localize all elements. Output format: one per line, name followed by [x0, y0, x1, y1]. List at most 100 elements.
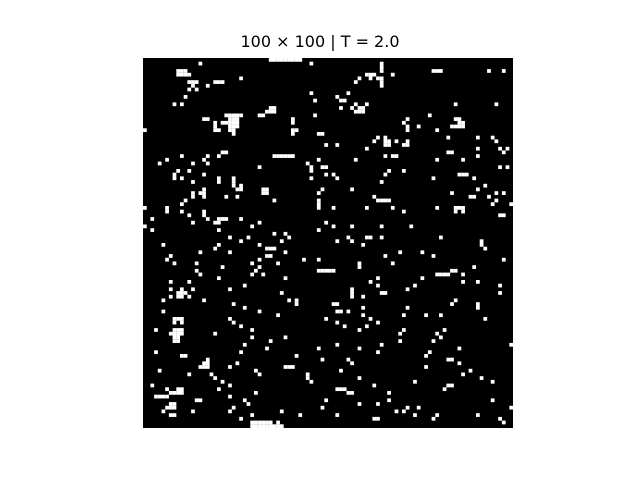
spin-up-cell — [383, 154, 388, 158]
spin-up-cell — [398, 250, 403, 255]
spin-up-cell — [180, 72, 184, 77]
spin-up-cell — [457, 124, 462, 129]
spin-up-cell — [217, 180, 221, 184]
spin-up-cell — [235, 361, 240, 366]
spin-up-cell — [191, 409, 195, 414]
spin-up-cell — [172, 328, 177, 332]
spin-up-cell — [276, 424, 280, 429]
spin-up-cell — [361, 294, 366, 299]
spin-up-cell — [224, 194, 229, 199]
spin-up-cell — [509, 342, 514, 347]
spin-up-cell — [313, 113, 317, 118]
spin-up-cell — [461, 209, 465, 214]
spin-up-cell — [265, 191, 269, 195]
spin-up-cell — [165, 257, 169, 262]
spin-up-cell — [261, 191, 266, 195]
spin-up-cell — [180, 317, 184, 321]
spin-up-cell — [361, 313, 366, 318]
spin-up-cell — [283, 365, 288, 369]
spin-up-cell — [439, 272, 443, 277]
spin-up-cell — [405, 124, 410, 129]
spin-up-cell — [387, 198, 391, 203]
spin-up-cell — [498, 283, 502, 288]
spin-up-cell — [439, 335, 443, 340]
spin-up-cell — [490, 135, 495, 140]
spin-up-cell — [405, 128, 410, 133]
spin-up-cell — [217, 243, 221, 247]
spin-up-cell — [390, 206, 395, 210]
spin-up-cell — [350, 291, 354, 295]
spin-up-cell — [272, 109, 277, 114]
spin-up-cell — [254, 268, 258, 273]
spin-up-cell — [479, 376, 484, 380]
spin-up-cell — [379, 342, 384, 347]
spin-up-cell — [435, 157, 440, 162]
spin-up-cell — [168, 402, 173, 406]
spin-up-cell — [457, 172, 462, 177]
spin-up-cell — [365, 72, 369, 77]
spin-up-cell — [231, 120, 236, 125]
spin-up-cell — [461, 272, 465, 277]
spin-up-cell — [235, 117, 240, 121]
spin-up-cell — [383, 291, 388, 295]
spin-up-cell — [172, 172, 177, 177]
spin-up-cell — [335, 342, 340, 347]
spin-up-cell — [435, 69, 440, 73]
spin-up-cell — [228, 394, 232, 399]
spin-up-cell — [187, 72, 192, 77]
spin-up-cell — [339, 309, 343, 314]
spin-up-cell — [220, 150, 225, 155]
spin-up-cell — [279, 424, 284, 429]
spin-up-cell — [494, 102, 499, 107]
spin-up-cell — [187, 372, 192, 377]
spin-up-cell — [346, 91, 351, 96]
spin-up-cell — [250, 261, 255, 266]
spin-up-cell — [490, 379, 495, 384]
spin-up-cell — [161, 309, 166, 314]
spin-up-cell — [424, 354, 428, 358]
spin-up-cell — [180, 294, 184, 299]
spin-up-cell — [205, 161, 210, 166]
spin-up-cell — [350, 294, 354, 299]
spin-up-cell — [224, 217, 229, 221]
spin-up-cell — [331, 206, 336, 210]
spin-up-cell — [220, 217, 225, 221]
spin-up-cell — [350, 106, 354, 110]
spin-up-cell — [294, 354, 299, 358]
spin-up-cell — [220, 265, 225, 269]
spin-up-cell — [402, 169, 406, 173]
spin-up-cell — [180, 287, 184, 292]
spin-up-cell — [150, 383, 155, 388]
spin-up-cell — [172, 339, 177, 343]
spin-up-cell — [350, 287, 354, 292]
spin-up-cell — [231, 180, 236, 184]
spin-up-cell — [279, 154, 284, 158]
spin-up-cell — [191, 194, 195, 199]
spin-up-cell — [309, 169, 314, 173]
spin-up-cell — [490, 398, 495, 403]
spin-up-cell — [202, 365, 206, 369]
spin-up-cell — [383, 172, 388, 177]
spin-up-cell — [176, 294, 181, 299]
spin-up-cell — [450, 150, 454, 155]
spin-up-cell — [261, 187, 266, 192]
spin-up-cell — [383, 139, 388, 144]
spin-up-cell — [372, 194, 377, 199]
spin-up-cell — [346, 235, 351, 240]
spin-up-cell — [254, 424, 258, 429]
spin-up-cell — [202, 187, 206, 192]
spin-up-cell — [498, 416, 502, 421]
spin-up-cell — [276, 420, 280, 425]
spin-up-cell — [217, 128, 221, 133]
spin-up-cell — [361, 109, 366, 114]
spin-up-cell — [187, 280, 192, 284]
spin-up-cell — [353, 157, 358, 162]
spin-up-cell — [213, 246, 218, 251]
spin-up-cell — [446, 383, 451, 388]
spin-up-cell — [235, 120, 240, 125]
spin-up-cell — [272, 58, 277, 62]
spin-up-cell — [198, 61, 203, 66]
spin-up-cell — [228, 287, 232, 292]
spin-up-cell — [476, 154, 480, 158]
